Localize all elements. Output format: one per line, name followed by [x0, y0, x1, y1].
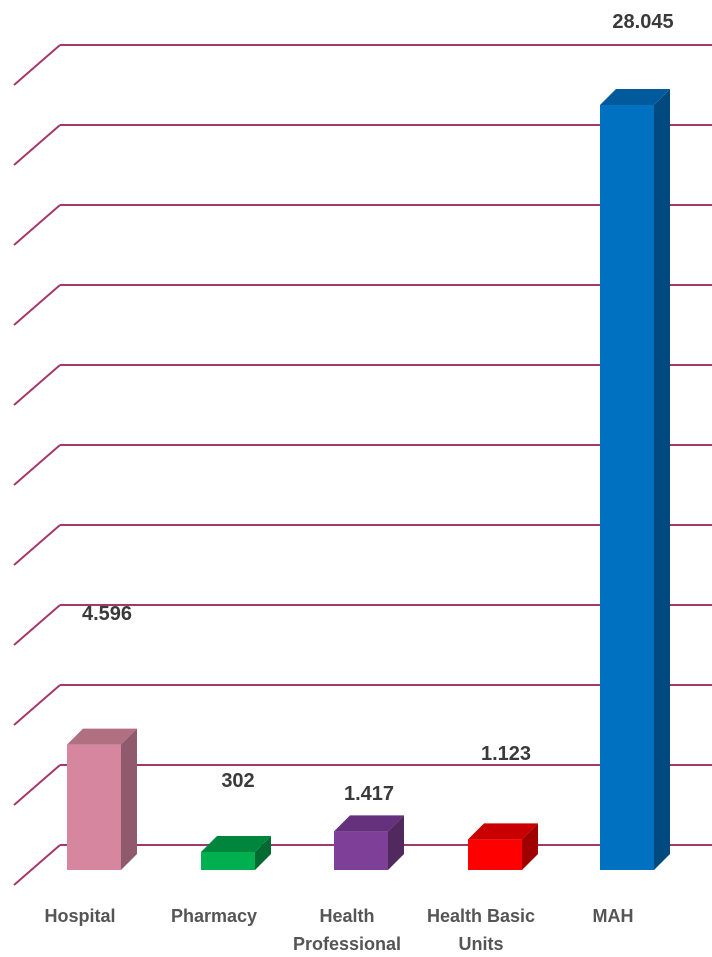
- bar-side: [522, 823, 538, 870]
- bar-side: [654, 89, 670, 870]
- bar-pharmacy: [201, 836, 271, 870]
- gridline-diagonal: [13, 604, 61, 646]
- bar-top: [201, 836, 271, 852]
- bar-front: [334, 831, 388, 870]
- gridline-diagonal: [13, 124, 61, 166]
- data-label: 4.596: [82, 603, 132, 625]
- bar-health-basic-units: [468, 823, 538, 870]
- category-label: Professional: [293, 934, 401, 954]
- category-label: Health Basic: [427, 906, 535, 926]
- bar-front: [67, 744, 121, 870]
- labels: 4.596 302 1.417 1.123 28.045 Hospital Pharmacy…: [44, 11, 673, 954]
- gridline-diagonal: [13, 364, 61, 406]
- bar-side: [255, 836, 271, 870]
- gridline-diagonal: [13, 524, 61, 566]
- category-label: MAH: [593, 906, 634, 926]
- bar-top: [468, 823, 538, 840]
- data-label: 302: [221, 770, 254, 792]
- gridline-diagonal: [13, 764, 61, 806]
- category-label: Pharmacy: [171, 906, 257, 926]
- bar-hospital: [67, 728, 137, 870]
- bar-health-professional: [334, 815, 404, 870]
- gridline-diagonal: [13, 444, 61, 486]
- bar-top: [600, 89, 670, 105]
- data-label: 1.417: [344, 783, 394, 805]
- bar-top: [334, 815, 404, 832]
- category-label: Hospital: [44, 906, 115, 926]
- gridline-diagonal: [13, 284, 61, 326]
- gridline-diagonal: [13, 844, 61, 886]
- bar-side: [121, 728, 137, 870]
- bar-front: [201, 852, 255, 870]
- gridline-diagonal: [13, 44, 61, 86]
- gridline-diagonal: [13, 204, 61, 246]
- gridline-diagonal: [13, 684, 61, 726]
- data-label: 1.123: [481, 743, 531, 765]
- bar-top: [67, 728, 137, 745]
- category-label: Units: [459, 934, 504, 954]
- bars: [67, 89, 670, 870]
- data-label: 28.045: [612, 11, 673, 33]
- bar-side: [388, 815, 404, 870]
- bar-front: [468, 839, 522, 870]
- bar-mah: [600, 89, 670, 870]
- bar-front: [600, 105, 654, 870]
- category-label: Health: [319, 906, 374, 926]
